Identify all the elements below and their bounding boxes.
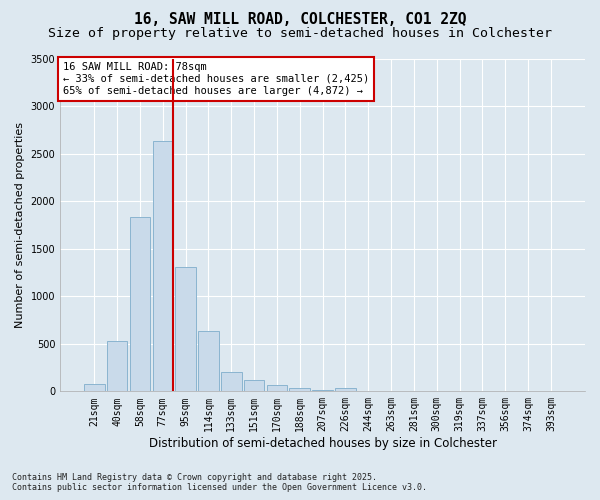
Text: 16, SAW MILL ROAD, COLCHESTER, CO1 2ZQ: 16, SAW MILL ROAD, COLCHESTER, CO1 2ZQ [134,12,466,28]
X-axis label: Distribution of semi-detached houses by size in Colchester: Distribution of semi-detached houses by … [149,437,497,450]
Bar [335,388,356,392]
Y-axis label: Number of semi-detached properties: Number of semi-detached properties [15,122,25,328]
Bar [152,140,173,392]
Bar [244,380,265,392]
Text: Size of property relative to semi-detached houses in Colchester: Size of property relative to semi-detach… [48,28,552,40]
Bar [266,385,287,392]
Text: 16 SAW MILL ROAD: 78sqm
← 33% of semi-detached houses are smaller (2,425)
65% of: 16 SAW MILL ROAD: 78sqm ← 33% of semi-de… [63,62,369,96]
Bar [175,267,196,392]
Bar [221,372,242,392]
Bar [130,216,150,392]
Text: Contains HM Land Registry data © Crown copyright and database right 2025.
Contai: Contains HM Land Registry data © Crown c… [12,473,427,492]
Bar [198,330,219,392]
Bar [84,384,104,392]
Bar [107,341,127,392]
Bar [289,388,310,392]
Bar [313,390,333,392]
